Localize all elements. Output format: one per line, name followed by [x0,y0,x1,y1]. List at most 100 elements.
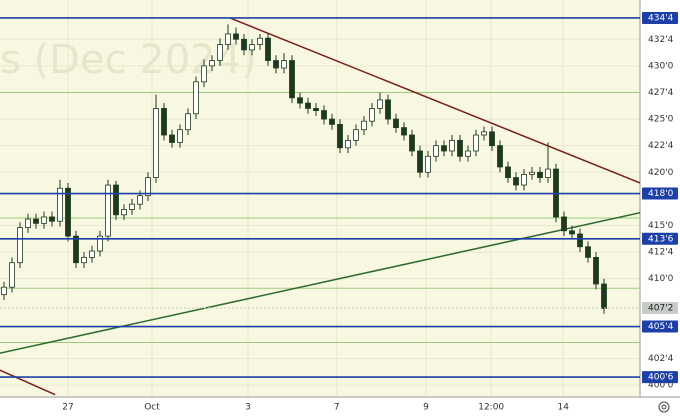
candle-body [49,216,55,222]
y-tick-label: 415'0 [648,221,674,231]
candle-body [1,286,7,296]
candle-body [281,60,287,69]
candle-body [33,218,39,224]
candle-body [393,118,399,128]
settings-icon-center [661,404,667,410]
x-tick-label: 12:00 [478,403,504,413]
candle-body [337,123,343,149]
candle-body [569,230,575,235]
candle-body [521,173,527,186]
candle-body [65,187,71,237]
candle-body [297,97,303,104]
candle-body [201,65,207,83]
trend-line [0,369,56,396]
candle-body [73,235,79,264]
candle-body [161,108,167,136]
candle-body [425,155,431,173]
candle-body [153,108,159,178]
level-label: 413'6 [648,234,674,244]
candle-body [321,110,327,120]
candle-body [17,227,23,264]
candle-body [409,134,415,152]
candle-body [265,37,271,61]
y-tick-label: 425'0 [648,115,674,125]
candle-body [41,216,47,224]
candle-body [345,139,351,149]
y-tick-label: 427'4 [648,88,674,98]
candle-body [57,187,63,222]
candle-body [513,177,519,186]
y-tick-label: 412'4 [648,248,674,258]
trend-line [229,17,641,184]
watermark: s (Dec 2024) [0,37,257,83]
x-tick-label: 7 [334,403,340,413]
x-tick-label: 3 [245,403,251,413]
y-tick-label: 430'0 [648,61,674,71]
candle-body [273,60,279,69]
y-tick-label: 402'4 [648,354,674,364]
candle-body [473,134,479,152]
candle-body [457,139,463,157]
settings-icon[interactable] [658,401,670,413]
y-tick-label: 400'0 [648,381,674,391]
y-tick-label: 410'0 [648,274,674,284]
candle-body [145,177,151,197]
candle-body [209,60,215,67]
candle-body [105,184,111,237]
candle-body [233,33,239,40]
candle-body [97,235,103,252]
candle-body [417,150,423,173]
candle-body [113,184,119,216]
x-tick-label: 14 [557,403,569,413]
candle-body [481,131,487,136]
candle-body [377,99,383,109]
x-tick-label: 9 [423,403,429,413]
candle-body [537,171,543,178]
candle-body [249,44,255,51]
level-label: 400'6 [648,373,674,383]
candle-body [329,118,335,125]
candle-body [449,139,455,152]
candle-body [441,145,447,152]
level-label: 405'4 [648,322,674,332]
candle-body [185,113,191,131]
level-label-box [642,11,678,24]
candle-body [577,233,583,248]
candle-body [169,134,175,143]
candle-body [433,145,439,157]
candle-body [561,216,567,232]
y-tick-label: 432'4 [648,35,674,45]
candle-body [497,145,503,168]
candle-body [81,256,87,264]
candle-body [89,250,95,258]
candle-body [465,150,471,157]
candle-body [193,81,199,115]
level-label-box [642,371,678,384]
level-label-box [642,187,678,200]
candle-body [9,262,15,288]
candle-body [385,99,391,120]
candle-body [257,37,263,45]
candle-body [361,120,367,131]
level-label-box [642,232,678,245]
trend-line [0,211,641,354]
candle-body [529,171,535,175]
candle-body [129,203,135,210]
candle-body [545,168,551,178]
x-tick-label: 27 [62,403,73,413]
candle-body [121,209,127,216]
y-tick-label: 422'4 [648,141,674,151]
y-tick-label: 420'0 [648,168,674,178]
level-label: 434'4 [648,13,674,23]
candle-body [401,127,407,136]
level-label: 418'0 [648,189,674,199]
level-label: 407'2 [648,303,673,313]
candle-body [217,44,223,61]
candle-body [505,166,511,178]
level-label-box [642,301,678,314]
candle-body [289,60,295,99]
candle-body [489,131,495,147]
level-label-box [642,320,678,333]
